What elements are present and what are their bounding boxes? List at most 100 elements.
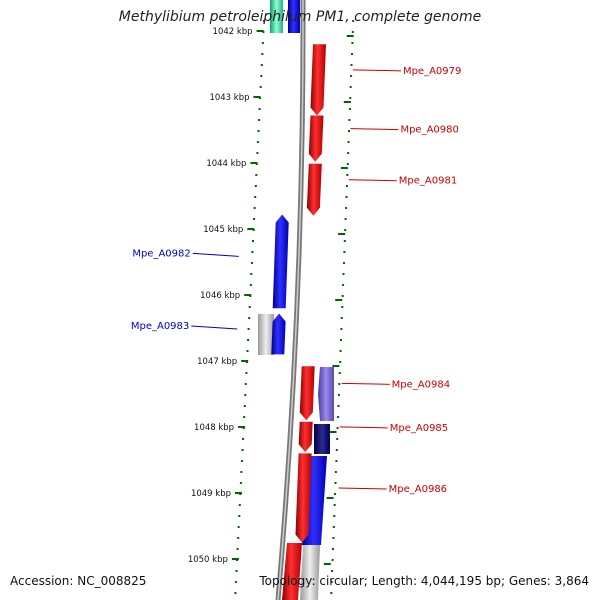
label-leader-line [350,128,399,131]
guide-dot-right [342,273,345,275]
map-title: Methylibium petroleiphilum PM1, complete… [118,9,482,25]
guide-dot-right [337,394,340,396]
gene-Mpe_A0980[interactable] [308,115,324,162]
gene-Mpe_A0983[interactable] [271,313,286,355]
guide-dot-left [238,515,241,517]
guide-dot-left [252,240,254,242]
guide-dot-right [347,141,350,143]
gene-label[interactable]: Mpe_A0985 [390,423,448,434]
guide-dot-right [332,548,334,550]
guide-dot-left [236,559,239,561]
guide-dot-right [331,570,334,572]
guide-dot-right [341,295,344,297]
feature-top-teal [270,0,283,33]
guide-dot-right [351,31,354,33]
gene-label[interactable]: Mpe_A0979 [403,66,461,77]
kbp-tick-left [250,162,258,164]
guide-dot-right [340,317,343,319]
guide-dot-left [237,537,240,539]
label-leader-line [341,382,390,385]
kbp-tick-left [244,294,252,296]
kbp-tick-left [238,426,246,428]
guide-dot-left [241,460,243,462]
gene-Mpe_A0982[interactable] [272,214,289,309]
gene-label[interactable]: Mpe_A0981 [399,176,457,187]
guide-dot-left [243,416,246,418]
label-leader-line [338,487,387,490]
guide-dot-right [348,108,351,110]
guide-dot-left [255,174,258,176]
gene-Mpe_A0981[interactable] [306,163,322,216]
guide-dot-right [350,75,353,77]
feature-grey-bottom [300,545,320,600]
guide-dot-left [240,471,243,473]
kbp-tick-left [256,30,264,32]
genome-stats-text: Topology: circular; Length: 4,044,195 bp… [259,574,589,588]
guide-dot-right [333,515,336,517]
guide-dot-right [341,306,344,308]
guide-dot-right [332,537,335,539]
guide-dot-left [246,350,249,352]
feature-navy [314,424,330,454]
guide-dot-right [339,361,342,363]
guide-dot-left [243,405,246,407]
guide-dot-right [336,438,339,440]
guide-dot-left [255,163,258,165]
guide-dot-right [338,372,341,374]
kbp-tick-label: 1046 kbp [200,291,240,301]
guide-dot-left [250,273,253,275]
gene-label[interactable]: Mpe_A0980 [400,125,458,136]
guide-dot-left [244,383,247,385]
kbp-tick-right [332,365,340,367]
gene-label[interactable]: Mpe_A0984 [392,379,450,390]
kbp-tick-left [231,558,239,560]
guide-dot-left [237,526,240,528]
guide-dot-left [238,504,241,506]
gene-label[interactable]: Mpe_A0982 [132,248,190,259]
guide-dot-right [350,64,353,66]
gene-Mpe_A0985[interactable] [298,421,313,453]
guide-dot-right [334,471,337,473]
gene-Mpe_A0984[interactable] [299,366,315,421]
guide-dot-left [235,570,238,572]
kbp-tick-right [335,299,343,301]
guide-dot-right [348,119,351,121]
guide-dot-left [248,317,251,319]
guide-dot-right [345,185,348,187]
guide-dot-left [256,141,259,143]
guide-dot-left [239,493,242,495]
label-leader-line [191,325,238,330]
label-leader-line [192,252,239,257]
kbp-tick-right [329,431,337,433]
guide-dot-left [259,86,262,88]
guide-dot-right [334,482,337,484]
guide-dot-right [343,240,346,242]
guide-dot-right [335,449,338,451]
guide-dot-left [261,53,264,55]
guide-dot-left [253,218,256,220]
guide-dot-left [248,306,251,308]
guide-dot-right [333,504,336,506]
gene-Mpe_A0986[interactable] [295,453,312,543]
gene-Mpe_A0979[interactable] [310,44,327,116]
kbp-tick-left [247,228,255,230]
guide-dot-left [254,185,257,187]
kbp-tick-label: 1050 kbp [188,555,228,565]
guide-dot-left [256,152,259,154]
guide-dot-right [340,339,342,341]
gene-label[interactable]: Mpe_A0986 [389,484,447,495]
guide-dot-right [344,218,347,220]
kbp-tick-label: 1045 kbp [203,225,243,235]
guide-dot-right [337,405,340,407]
genome-backbone [275,0,306,600]
guide-dot-left [260,75,263,77]
guide-dot-left [245,361,248,363]
guide-dot-right [330,592,333,594]
guide-dot-left [253,207,256,209]
label-leader-line [352,69,401,72]
guide-dot-left [234,581,237,583]
guide-dot-right [346,163,349,165]
guide-dot-right [348,130,350,132]
gene-label[interactable]: Mpe_A0983 [131,321,189,332]
